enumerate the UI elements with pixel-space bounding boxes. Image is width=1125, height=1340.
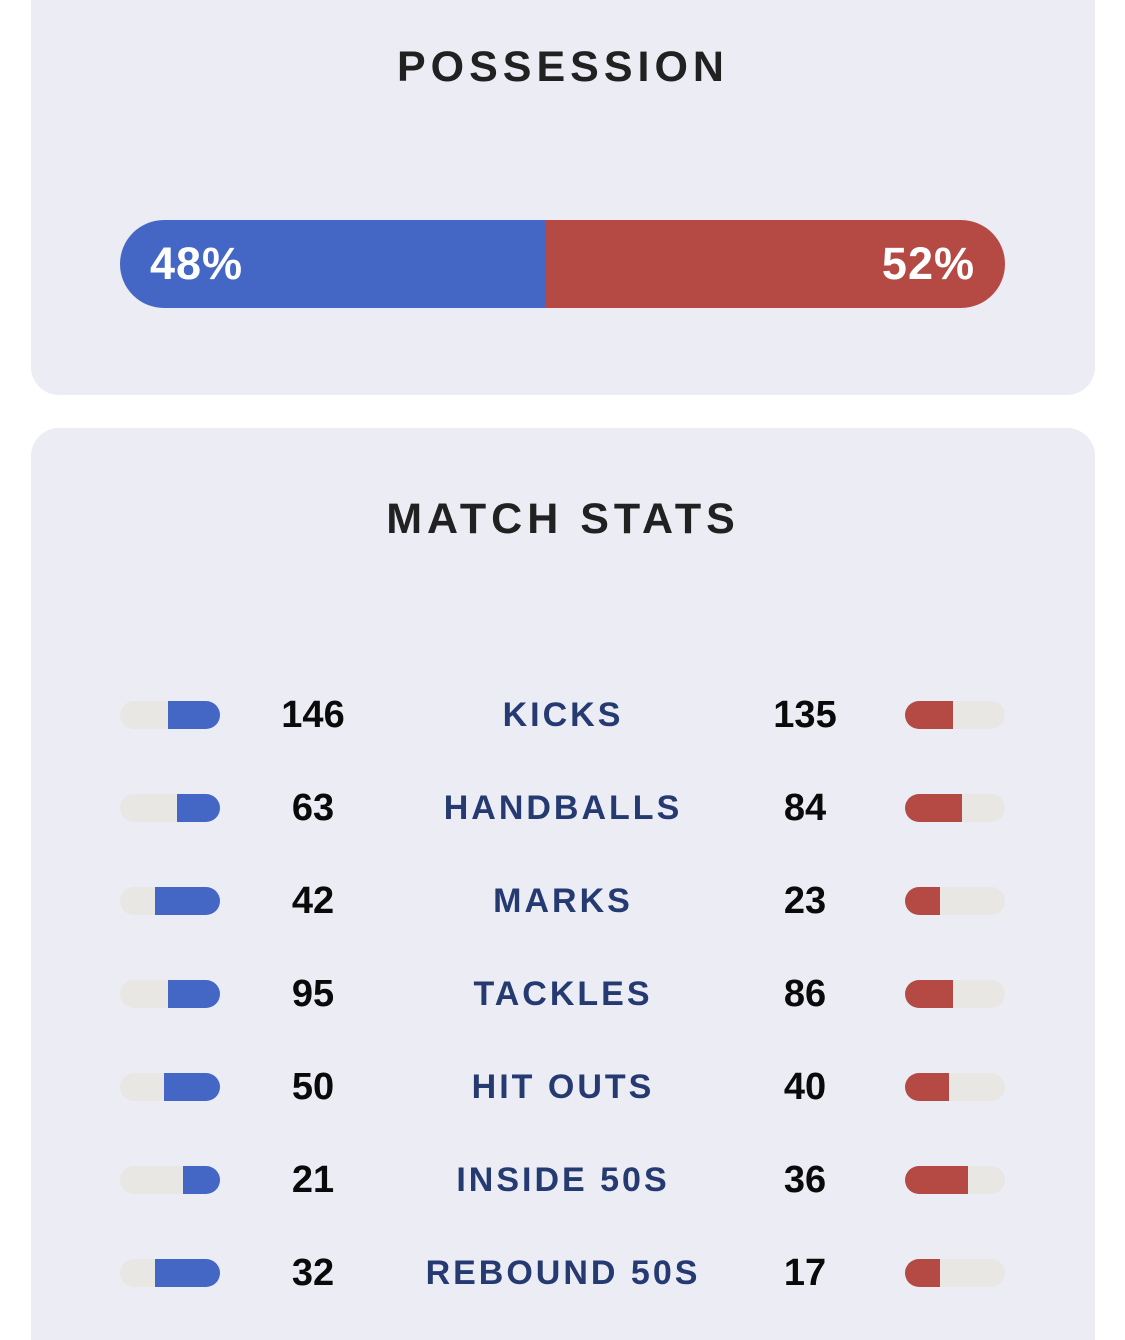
away-stat-bar-fill [905,1258,940,1287]
away-stat-bar [905,886,1005,915]
home-stat-bar-fill [167,979,220,1008]
possession-title: POSSESSION [397,43,729,91]
away-stat-value: 40 [783,1065,827,1108]
home-stat-bar-fill [183,1165,220,1194]
stat-label: HANDBALLS [443,788,683,827]
away-stat-bar [905,1165,1005,1194]
home-stat-bar-fill [154,1258,220,1287]
home-stat-bar [120,979,220,1008]
home-stat-bar-fill [177,793,220,822]
home-stat-bar [120,1165,220,1194]
away-stat-bar [905,1258,1005,1287]
home-stat-value: 95 [291,972,335,1015]
away-stat-bar-fill [905,793,963,822]
possession-bar: 48% 52% [120,220,1005,308]
match-stats-card: MATCH STATS 146 KICKS 135 63 HANDBALLS 8… [31,428,1095,1340]
home-stat-bar-fill [155,886,220,915]
home-stat-bar [120,1072,220,1101]
possession-away-value: 52% [881,238,975,289]
possession-away-segment: 52% [544,220,1005,308]
away-stat-bar-fill [905,1072,950,1101]
stats-rows: 146 KICKS 135 63 HANDBALLS 84 42 MARKS 2… [31,668,1095,1319]
away-stat-value: 36 [783,1158,827,1201]
stat-label: INSIDE 50S [456,1160,670,1199]
away-stat-value: 86 [783,972,827,1015]
stat-row: 95 TACKLES 86 [31,947,1095,1040]
stat-row: 42 MARKS 23 [31,854,1095,947]
stat-label: TACKLES [473,974,653,1013]
home-stat-bar-fill [164,1072,220,1101]
home-stat-value: 32 [291,1251,335,1294]
home-stat-bar [120,793,220,822]
stat-label: KICKS [502,695,624,734]
home-stat-value: 50 [291,1065,335,1108]
home-stat-bar-fill [168,700,220,729]
away-stat-bar [905,793,1005,822]
stat-row: 50 HIT OUTS 40 [31,1040,1095,1133]
away-stat-bar [905,979,1005,1008]
away-stat-value: 84 [783,786,827,829]
possession-home-segment: 48% [120,220,545,308]
home-stat-value: 63 [291,786,335,829]
stat-row: 21 INSIDE 50S 36 [31,1133,1095,1226]
away-stat-bar-fill [905,979,953,1008]
possession-home-value: 48% [150,238,244,289]
away-stat-value: 23 [783,879,827,922]
stat-label: REBOUND 50S [425,1253,701,1292]
home-stat-value: 21 [291,1158,335,1201]
away-stat-bar-fill [905,1165,969,1194]
home-stat-value: 42 [291,879,335,922]
match-stats-title: MATCH STATS [386,495,740,543]
stat-label: MARKS [493,881,633,920]
away-stat-value: 17 [783,1251,827,1294]
away-stat-bar-fill [905,886,941,915]
home-stat-bar [120,700,220,729]
stat-row: 63 HANDBALLS 84 [31,761,1095,854]
away-stat-bar-fill [905,700,953,729]
stat-row: 32 REBOUND 50S 17 [31,1226,1095,1319]
home-stat-bar [120,1258,220,1287]
stat-label: HIT OUTS [471,1067,655,1106]
home-stat-value: 146 [281,693,345,736]
away-stat-value: 135 [773,693,837,736]
possession-card: POSSESSION 48% 52% [31,0,1095,395]
away-stat-bar [905,1072,1005,1101]
stat-row: 146 KICKS 135 [31,668,1095,761]
home-stat-bar [120,886,220,915]
away-stat-bar [905,700,1005,729]
